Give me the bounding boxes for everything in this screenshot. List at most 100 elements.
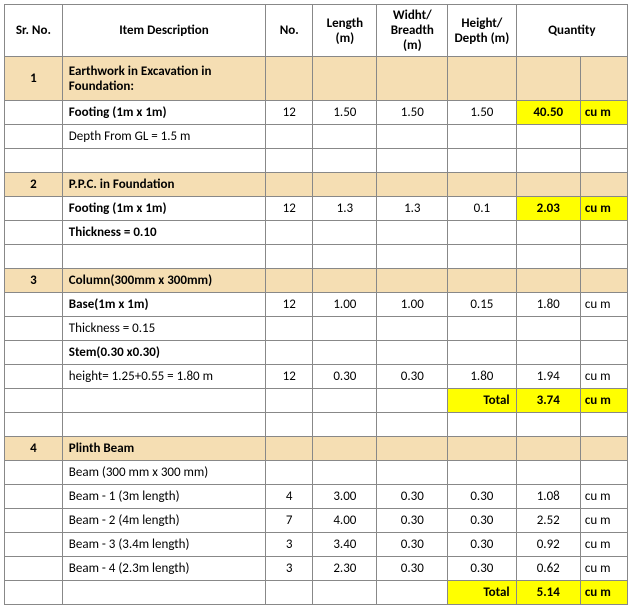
hdr-qty: Quantity xyxy=(516,5,627,57)
cell-qty: 0.62 xyxy=(516,557,580,581)
s1-depth: Depth From GL = 1.5 m xyxy=(62,125,265,149)
cell: 0.30 xyxy=(448,509,517,533)
cell: 1.00 xyxy=(377,293,448,317)
cell: 1.80 xyxy=(448,365,517,389)
table-row: Beam - 1 (3m length) 4 3.00 0.30 0.30 1.… xyxy=(5,485,628,509)
cell-unit: cu m xyxy=(580,197,627,221)
hdr-len: Length (m) xyxy=(313,5,377,57)
s4-b1: Beam - 1 (3m length) xyxy=(62,485,265,509)
cell-qty: 2.52 xyxy=(516,509,580,533)
s1-footing: Footing (1m x 1m) xyxy=(62,101,265,125)
table-row: Stem(0.30 x0.30) xyxy=(5,341,628,365)
s2-footing: Footing (1m x 1m) xyxy=(62,197,265,221)
table-row: Base(1m x 1m) 12 1.00 1.00 0.15 1.80 cu … xyxy=(5,293,628,317)
sr-4: 4 xyxy=(5,437,63,461)
table-row: Thickness = 0.10 xyxy=(5,221,628,245)
s3-stem: Stem(0.30 x0.30) xyxy=(62,341,265,365)
hdr-desc: Item Description xyxy=(62,5,265,57)
cell-qty: 1.80 xyxy=(516,293,580,317)
s4-b2: Beam - 2 (4m length) xyxy=(62,509,265,533)
total-unit: cu m xyxy=(580,389,627,413)
cell: 1.50 xyxy=(313,101,377,125)
title-3: Column(300mm x 300mm) xyxy=(62,269,265,293)
cell-qty: 0.92 xyxy=(516,533,580,557)
table-row: height= 1.25+0.55 = 1.80 m 12 0.30 0.30 … xyxy=(5,365,628,389)
total-unit: cu m xyxy=(580,581,627,605)
cell-unit: cu m xyxy=(580,293,627,317)
title-2: P.P.C. in Foundation xyxy=(62,173,265,197)
cell: 0.1 xyxy=(448,197,517,221)
table-row: Footing (1m x 1m) 12 1.3 1.3 0.1 2.03 cu… xyxy=(5,197,628,221)
cell: 0.30 xyxy=(313,365,377,389)
table-row: Thickness = 0.15 xyxy=(5,317,628,341)
cell: 3.00 xyxy=(313,485,377,509)
total-qty: 5.14 xyxy=(516,581,580,605)
cell: 3 xyxy=(266,557,313,581)
s4-beam: Beam (300 mm x 300 mm) xyxy=(62,461,265,485)
table-header-row: Sr. No. Item Description No. Length (m) … xyxy=(5,5,628,57)
cell: 12 xyxy=(266,293,313,317)
cell: 0.30 xyxy=(448,485,517,509)
cell: 3.40 xyxy=(313,533,377,557)
cell: 0.30 xyxy=(377,557,448,581)
table-row xyxy=(5,413,628,437)
cell-qty: 40.50 xyxy=(516,101,580,125)
quantity-table: Sr. No. Item Description No. Length (m) … xyxy=(4,4,628,605)
s3-thick: Thickness = 0.15 xyxy=(62,317,265,341)
cell: 0.15 xyxy=(448,293,517,317)
table-row xyxy=(5,149,628,173)
table-row: 2 P.P.C. in Foundation xyxy=(5,173,628,197)
cell: 7 xyxy=(266,509,313,533)
cell: 12 xyxy=(266,197,313,221)
s4-b3: Beam - 3 (3.4m length) xyxy=(62,533,265,557)
hdr-hgt: Height/ Depth (m) xyxy=(448,5,517,57)
cell: 1.3 xyxy=(377,197,448,221)
cell: 0.30 xyxy=(377,485,448,509)
cell-qty: 2.03 xyxy=(516,197,580,221)
hdr-wid: Widht/ Breadth (m) xyxy=(377,5,448,57)
cell: 0.30 xyxy=(448,533,517,557)
cell: 12 xyxy=(266,365,313,389)
table-row: Beam (300 mm x 300 mm) xyxy=(5,461,628,485)
cell-unit: cu m xyxy=(580,485,627,509)
total-qty: 3.74 xyxy=(516,389,580,413)
cell: 0.30 xyxy=(377,365,448,389)
cell-qty: 1.08 xyxy=(516,485,580,509)
cell: 2.30 xyxy=(313,557,377,581)
cell-unit: cu m xyxy=(580,557,627,581)
table-row: Beam - 2 (4m length) 7 4.00 0.30 0.30 2.… xyxy=(5,509,628,533)
cell: 1.00 xyxy=(313,293,377,317)
total-label: Total xyxy=(448,389,517,413)
table-row: 1 Earthwork in Excavation in Foundation: xyxy=(5,57,628,101)
table-row: 4 Plinth Beam xyxy=(5,437,628,461)
cell-unit: cu m xyxy=(580,533,627,557)
s3-base: Base(1m x 1m) xyxy=(62,293,265,317)
cell: 1.50 xyxy=(448,101,517,125)
hdr-no: No. xyxy=(266,5,313,57)
cell-qty: 1.94 xyxy=(516,365,580,389)
sr-2: 2 xyxy=(5,173,63,197)
sr-1: 1 xyxy=(5,57,63,101)
total-label: Total xyxy=(448,581,517,605)
cell: 0.30 xyxy=(377,533,448,557)
table-row: Depth From GL = 1.5 m xyxy=(5,125,628,149)
table-row: Footing (1m x 1m) 12 1.50 1.50 1.50 40.5… xyxy=(5,101,628,125)
cell-unit: cu m xyxy=(580,509,627,533)
table-row: Total 5.14 cu m xyxy=(5,581,628,605)
cell: 1.3 xyxy=(313,197,377,221)
hdr-sr: Sr. No. xyxy=(5,5,63,57)
cell: 1.50 xyxy=(377,101,448,125)
table-row xyxy=(5,245,628,269)
title-4: Plinth Beam xyxy=(62,437,265,461)
table-row: Beam - 3 (3.4m length) 3 3.40 0.30 0.30 … xyxy=(5,533,628,557)
s4-b4: Beam - 4 (2.3m length) xyxy=(62,557,265,581)
cell: 3 xyxy=(266,533,313,557)
s3-height: height= 1.25+0.55 = 1.80 m xyxy=(62,365,265,389)
s2-thick: Thickness = 0.10 xyxy=(62,221,265,245)
sr-3: 3 xyxy=(5,269,63,293)
cell: 12 xyxy=(266,101,313,125)
cell-unit: cu m xyxy=(580,365,627,389)
table-row: 3 Column(300mm x 300mm) xyxy=(5,269,628,293)
table-row: Beam - 4 (2.3m length) 3 2.30 0.30 0.30 … xyxy=(5,557,628,581)
title-1: Earthwork in Excavation in Foundation: xyxy=(62,57,265,101)
